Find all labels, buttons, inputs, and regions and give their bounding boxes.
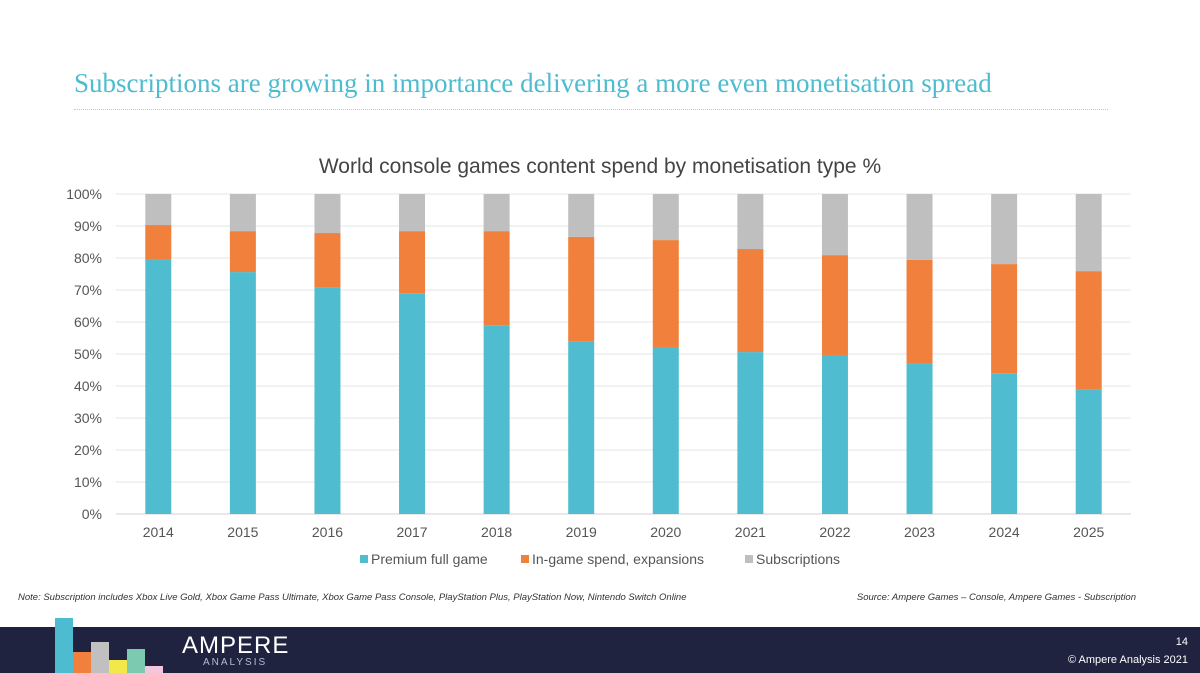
y-tick-label: 80%: [74, 250, 102, 266]
x-tick-label: 2023: [904, 524, 935, 540]
x-tick-label: 2014: [143, 524, 174, 540]
bar-segment-premium-full-game: [652, 346, 679, 514]
y-tick-label: 10%: [74, 474, 102, 490]
bar-segment-subscriptions: [652, 194, 679, 241]
bar-segment-premium-full-game: [483, 325, 510, 514]
y-tick-label: 70%: [74, 282, 102, 298]
x-tick-label: 2018: [481, 524, 512, 540]
legend-swatch: [745, 555, 753, 563]
y-tick-label: 30%: [74, 410, 102, 426]
bar-segment-in-game-spend-expansions: [652, 240, 679, 347]
logo-bar-icon: [91, 642, 109, 673]
bar-segment-premium-full-game: [229, 272, 256, 514]
x-tick-label: 2024: [989, 524, 1020, 540]
stacked-bar-chart: World console games content spend by mon…: [66, 155, 1131, 567]
footnote: Note: Subscription includes Xbox Live Go…: [18, 592, 687, 603]
copyright: © Ampere Analysis 2021: [1067, 654, 1188, 666]
chart-title: World console games content spend by mon…: [319, 155, 881, 178]
bar-segment-subscriptions: [483, 194, 510, 232]
logo-bar-icon: [145, 666, 163, 673]
slide-title: Subscriptions are growing in importance …: [74, 68, 992, 98]
logo-bar-icon: [55, 618, 73, 673]
bar-segment-in-game-spend-expansions: [737, 249, 764, 353]
x-tick-label: 2016: [312, 524, 343, 540]
y-tick-label: 90%: [74, 218, 102, 234]
legend-label: Subscriptions: [756, 551, 840, 567]
source-note: Source: Ampere Games – Console, Ampere G…: [856, 592, 1136, 603]
x-tick-label: 2015: [227, 524, 258, 540]
y-tick-label: 60%: [74, 314, 102, 330]
bar-segment-subscriptions: [568, 194, 595, 237]
bar-segment-premium-full-game: [1075, 389, 1102, 514]
bar-segment-premium-full-game: [314, 287, 341, 514]
bar-segment-in-game-spend-expansions: [145, 225, 172, 260]
legend-swatch: [360, 555, 368, 563]
x-tick-label: 2019: [566, 524, 597, 540]
legend-label: Premium full game: [371, 551, 488, 567]
brand-logo-text: AMPERE: [182, 632, 290, 659]
bar-segment-subscriptions: [229, 194, 256, 232]
bar-segment-in-game-spend-expansions: [314, 233, 341, 288]
x-tick-label: 2021: [735, 524, 766, 540]
bar-segment-premium-full-game: [991, 373, 1018, 514]
bar-segment-premium-full-game: [737, 352, 764, 514]
y-tick-label: 50%: [74, 346, 102, 362]
logo-bar-icon: [109, 660, 127, 673]
bar-segment-premium-full-game: [399, 293, 426, 514]
bar-segment-premium-full-game: [145, 259, 172, 514]
x-tick-label: 2022: [819, 524, 850, 540]
bar-segment-subscriptions: [399, 194, 426, 232]
bar-segment-in-game-spend-expansions: [906, 259, 933, 364]
bar-segment-in-game-spend-expansions: [229, 231, 256, 273]
y-tick-label: 40%: [74, 378, 102, 394]
bar-segment-in-game-spend-expansions: [568, 236, 595, 342]
bar-segment-subscriptions: [821, 194, 848, 256]
bar-segment-subscriptions: [1075, 194, 1102, 272]
bar-segment-premium-full-game: [821, 354, 848, 514]
bar-segment-subscriptions: [314, 194, 341, 234]
bar-segment-subscriptions: [991, 194, 1018, 265]
title-divider: [74, 109, 1108, 110]
brand-logo-subtext: ANALYSIS: [203, 657, 268, 668]
page-number: 14: [1175, 636, 1188, 648]
bar-segment-subscriptions: [906, 194, 933, 260]
footer-bar: [0, 627, 1200, 673]
x-tick-label: 2020: [650, 524, 681, 540]
bar-segment-in-game-spend-expansions: [483, 231, 510, 326]
bar-segment-premium-full-game: [568, 341, 595, 514]
bar-segment-premium-full-game: [906, 363, 933, 514]
logo-bar-icon: [127, 649, 145, 673]
y-tick-label: 100%: [66, 186, 102, 202]
bar-segment-in-game-spend-expansions: [399, 231, 426, 294]
bar-segment-in-game-spend-expansions: [821, 255, 848, 355]
y-tick-label: 20%: [74, 442, 102, 458]
legend-swatch: [521, 555, 529, 563]
legend-label: In-game spend, expansions: [532, 551, 704, 567]
logo-bar-icon: [73, 652, 91, 673]
x-tick-label: 2017: [396, 524, 427, 540]
bar-segment-in-game-spend-expansions: [991, 264, 1018, 374]
bar-segment-subscriptions: [737, 194, 764, 250]
y-tick-label: 0%: [82, 506, 102, 522]
x-tick-label: 2025: [1073, 524, 1104, 540]
bar-segment-subscriptions: [145, 194, 172, 226]
bar-segment-in-game-spend-expansions: [1075, 271, 1102, 390]
